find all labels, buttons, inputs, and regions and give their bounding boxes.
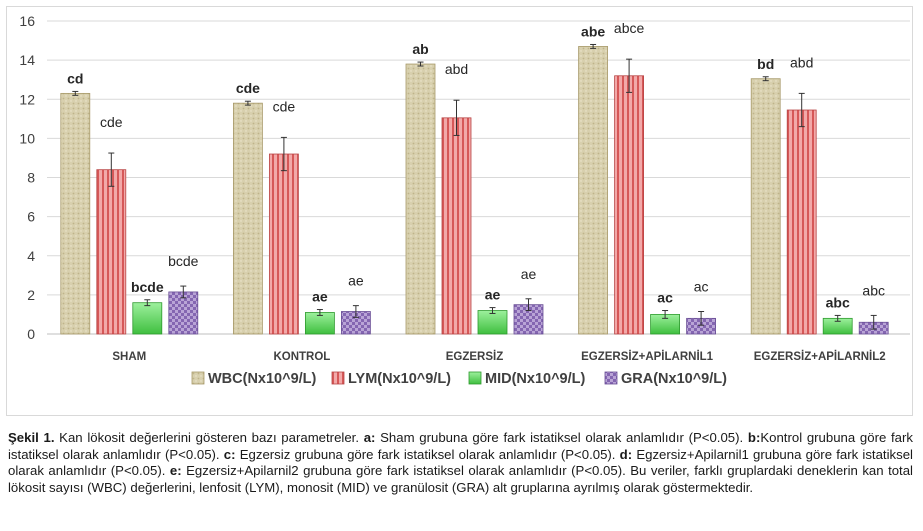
data-label: ae	[485, 287, 501, 303]
bar	[750, 78, 781, 335]
caption-key-e: e:	[169, 463, 182, 479]
data-label: ac	[657, 290, 673, 306]
caption-intro: Kan lökosit değerlerini gösteren bazı pa…	[54, 430, 364, 445]
y-tick-label: 10	[19, 130, 35, 146]
x-tick-label: EGZERSİZ+APİLARNİL1	[581, 350, 714, 363]
y-tick-label: 12	[19, 91, 35, 107]
legend: WBC(Nx10^9/L) LYM(Nx10^9/L) MID(Nx10^9/L) G…	[191, 371, 727, 387]
caption-text-b: Kontrol grubuna göre fark istatiksel ola…	[8, 430, 913, 462]
legend-label: WBC(Nx10^9/L)	[208, 371, 317, 387]
x-axis-ticks: SHAM KONTROL EGZERSİZ EGZERSİZ+APİLARNİL1 EG…	[112, 350, 885, 363]
x-tick-label: EGZERSİZ	[446, 350, 504, 363]
caption-text-e: Egzersiz+Apilarnil2 grubuna göre fark is…	[8, 463, 913, 495]
caption-key-a: a:	[363, 430, 376, 445]
legend-label: MID(Nx10^9/L)	[485, 371, 585, 387]
data-label: abd	[445, 61, 468, 77]
data-label: abe	[581, 23, 605, 39]
caption-text-c: Egzersiz grubuna göre fark istatiksel ol…	[235, 446, 620, 462]
y-tick-label: 14	[19, 52, 35, 68]
legend-label: LYM(Nx10^9/L)	[348, 371, 451, 387]
data-label: abc	[826, 294, 850, 310]
legend-swatch	[191, 371, 205, 385]
y-tick-label: 6	[27, 209, 35, 225]
y-tick-label: 4	[27, 248, 35, 264]
bar	[232, 102, 263, 335]
data-label: bcde	[168, 253, 199, 269]
chart-frame: 0 2 4 6 8 10 12 14 16 cd cde bcde bcde cde cde ae ae ab a…	[6, 6, 913, 416]
data-label: ac	[694, 279, 709, 295]
data-label: ae	[348, 273, 364, 289]
y-tick-label: 8	[27, 170, 35, 186]
caption-key-d: d:	[619, 446, 633, 462]
y-tick-label: 0	[27, 326, 35, 342]
legend-swatch	[604, 371, 618, 385]
legend-label: GRA(Nx10^9/L)	[621, 371, 727, 387]
bar	[786, 109, 817, 335]
data-label: cde	[273, 98, 296, 114]
caption-text-d: Egzersiz+Apilarnil1 grubuna göre fark is…	[8, 446, 913, 479]
legend-swatch	[468, 371, 482, 385]
y-tick-label: 2	[27, 287, 35, 303]
data-label: ae	[521, 266, 537, 282]
data-label: abd	[790, 54, 813, 70]
caption-figure-label: Şekil 1.	[8, 430, 55, 445]
caption-text-a: Sham grubuna göre fark istatiksel olarak…	[375, 430, 748, 445]
data-label: cde	[100, 114, 123, 130]
data-label: cde	[236, 80, 260, 96]
x-tick-label: SHAM	[112, 351, 146, 363]
y-tick-label: 16	[19, 13, 35, 29]
figure-caption: Şekil 1. Kan lökosit değerlerini göstere…	[8, 430, 913, 496]
bar	[168, 291, 199, 335]
data-label: ab	[412, 41, 428, 57]
bar	[578, 46, 608, 335]
bar	[60, 92, 91, 335]
data-label: cd	[67, 70, 83, 86]
data-label: abc	[862, 282, 885, 298]
legend-swatch	[331, 371, 345, 385]
caption-key-c: c:	[223, 446, 236, 462]
data-label: bcde	[131, 279, 164, 295]
data-label: abce	[614, 20, 645, 36]
bar	[268, 153, 299, 335]
bar	[132, 302, 163, 335]
bar	[405, 63, 436, 335]
bar	[96, 169, 127, 335]
bar	[614, 75, 644, 335]
x-tick-label: EGZERSİZ+APİLARNİL2	[754, 350, 886, 363]
y-axis-ticks: 0 2 4 6 8 10 12 14 16	[19, 13, 35, 342]
bar	[441, 117, 472, 335]
x-tick-label: KONTROL	[273, 351, 330, 363]
data-label: bd	[757, 56, 774, 72]
data-label: ae	[312, 289, 328, 305]
bar	[477, 310, 508, 335]
caption-key-b: b:	[747, 430, 761, 445]
